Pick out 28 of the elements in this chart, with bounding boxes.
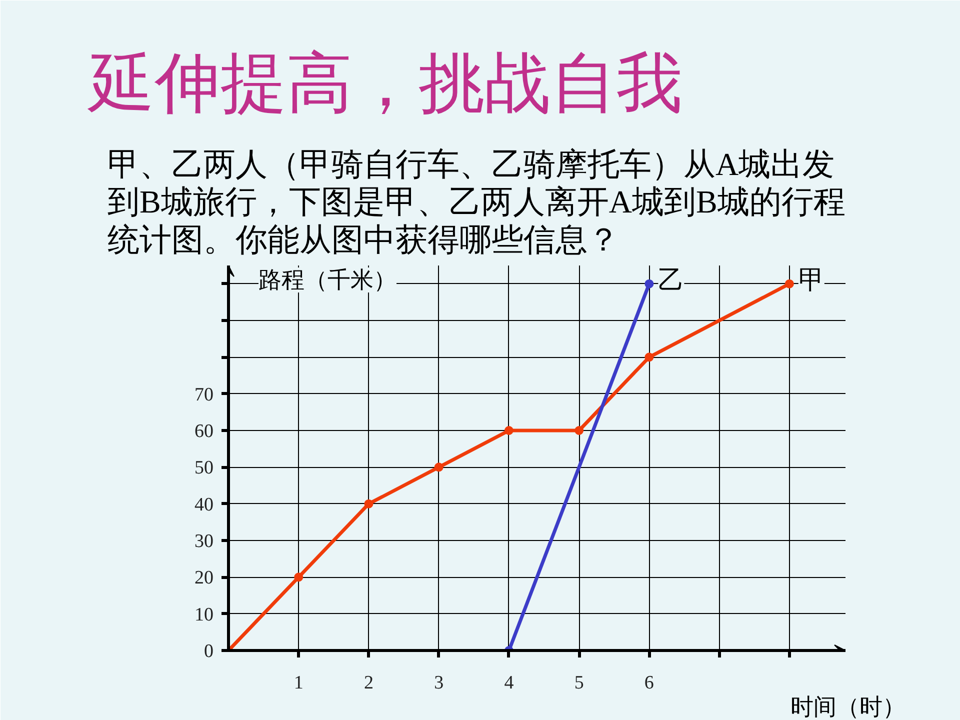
- x-tick-label: 4: [504, 672, 514, 694]
- point: [784, 279, 794, 288]
- y-axis-title: 路程（千米）: [258, 268, 396, 292]
- x-tick-label: 6: [644, 672, 654, 694]
- chart-title: 延伸提高，挑战自我: [86, 48, 682, 120]
- x-axis-title: 时间（时）: [790, 694, 906, 720]
- series-label: 乙: [658, 265, 684, 294]
- x-tick-label: 3: [434, 672, 444, 694]
- y-tick-label: 50: [194, 458, 214, 479]
- x-tick-label: 2: [364, 672, 374, 694]
- y-tick-label: 40: [194, 494, 214, 516]
- chart-subtitle: 甲、乙两人（甲骑自行车、乙骑摩托车）从A城出发到B城旅行，下图是甲、乙两人离开A城到B城的行程统计图。你能从图中获得哪些信息？: [108, 146, 846, 258]
- point: [434, 462, 444, 472]
- point: [364, 499, 374, 508]
- series-label: 甲: [798, 265, 824, 294]
- y-tick-label: 70: [194, 384, 214, 406]
- y-tick-label: 60: [194, 421, 214, 442]
- point: [504, 426, 514, 435]
- point: [644, 352, 654, 362]
- x-tick-label: 1: [294, 672, 304, 694]
- point: [294, 572, 304, 582]
- y-tick-label: 0: [204, 641, 214, 662]
- y-tick-label: 30: [194, 531, 214, 552]
- point: [574, 426, 584, 435]
- point: [644, 279, 654, 288]
- x-tick-label: 5: [574, 672, 584, 694]
- y-tick-label: 10: [194, 604, 214, 626]
- y-tick-label: 20: [194, 568, 214, 589]
